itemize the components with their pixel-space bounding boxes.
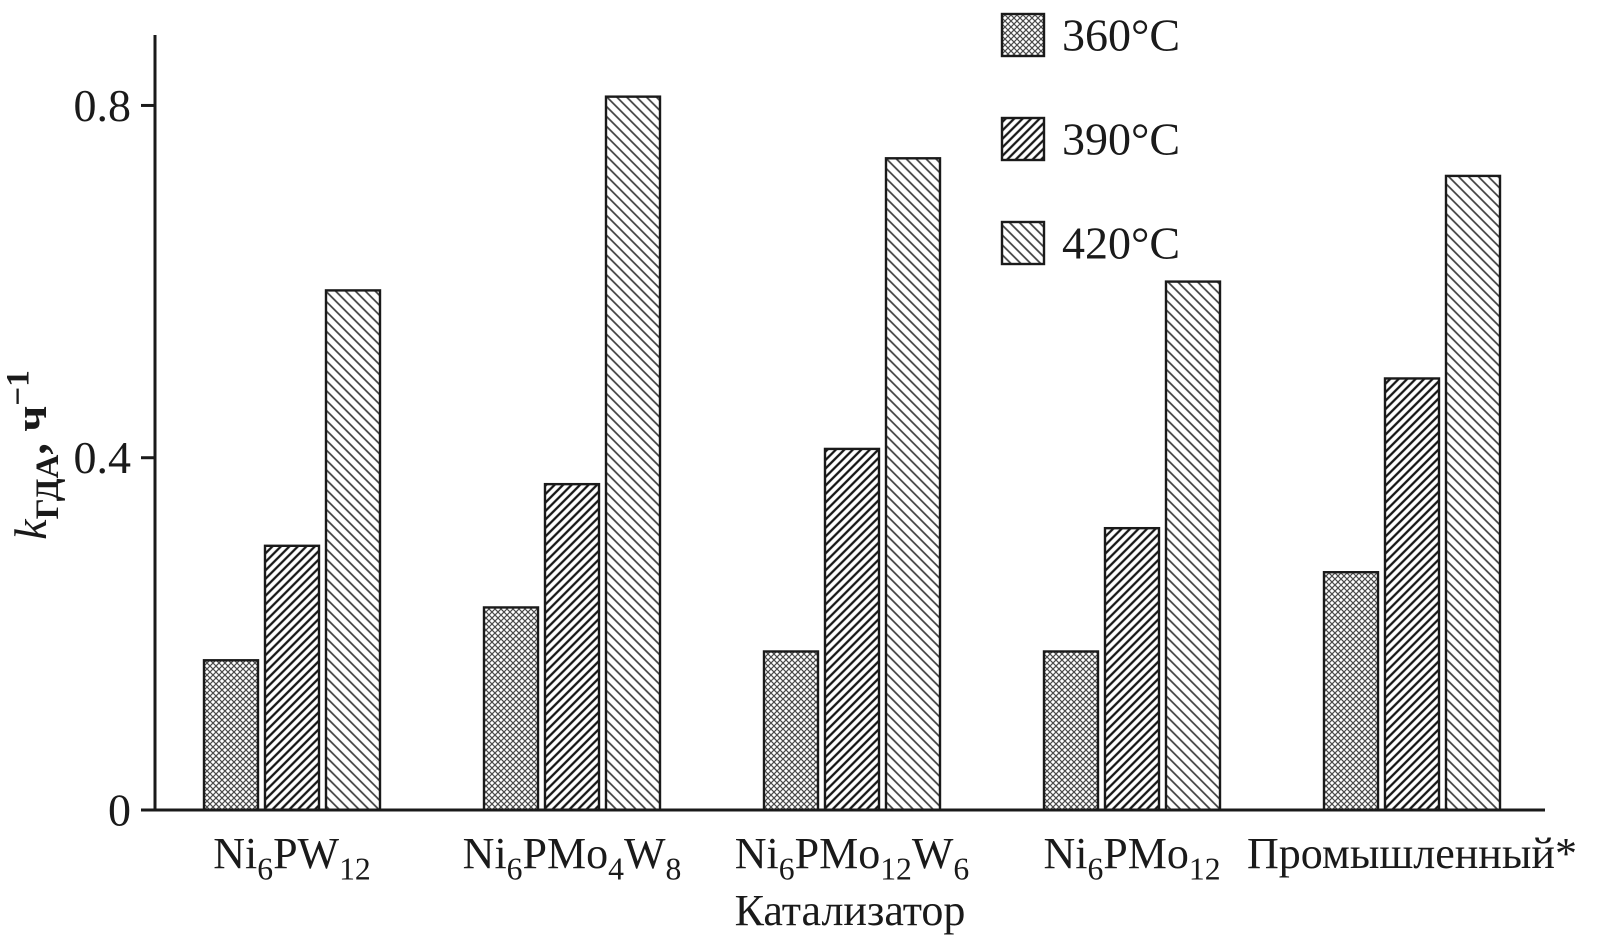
legend-swatch-diagonal-up-icon	[1000, 116, 1046, 162]
bar-Ni₆PMo₁₂W₆-420°C	[884, 157, 942, 812]
bar-Ni₆PMo₁₂-390°C	[1103, 526, 1161, 812]
bar-Ni₆PMo₄W₈-360°C	[482, 606, 540, 812]
legend-label: 390°C	[1062, 114, 1180, 165]
x-category-label: Ni6PMo4W8	[463, 829, 682, 886]
legend-label: 420°C	[1062, 218, 1180, 269]
x-category-label: Ni6PMo12	[1043, 829, 1220, 886]
bar-Ni₆PMo₄W₈-390°C	[543, 482, 601, 812]
bar-Ni₆PW₁₂-420°C	[324, 289, 382, 812]
y-axis-title: kГДА, ч−1	[0, 370, 66, 540]
bar-Промышленный*-360°C	[1322, 571, 1380, 812]
legend-swatch-crosshatch-icon	[1000, 12, 1046, 58]
bar-Ni₆PW₁₂-360°C	[202, 659, 260, 812]
bar-Промышленный*-420°C	[1444, 174, 1502, 812]
legend-item-420°C: 420°C	[1000, 218, 1180, 269]
legend-label: 360°C	[1062, 10, 1180, 61]
bar-Ni₆PMo₁₂W₆-390°C	[823, 447, 881, 812]
legend-item-360°C: 360°C	[1000, 10, 1180, 61]
bar-Ni₆PMo₁₂-420°C	[1164, 280, 1222, 812]
bar-Ni₆PMo₄W₈-420°C	[604, 95, 662, 812]
x-category-label: Ni6PMo12W6	[735, 829, 969, 886]
bar-Ni₆PW₁₂-390°C	[263, 544, 321, 812]
bar-Ni₆PMo₁₂-360°C	[1042, 650, 1100, 812]
legend-item-390°C: 390°C	[1000, 114, 1180, 165]
x-category-label: Промышленный*	[1247, 829, 1577, 878]
y-tick-label: 0.8	[74, 80, 132, 131]
bar-Промышленный*-390°C	[1383, 377, 1441, 812]
x-axis-title: Катализатор	[735, 886, 966, 935]
y-tick-label: 0.4	[74, 432, 132, 483]
legend-swatch-diagonal-down-icon	[1000, 220, 1046, 266]
bar-Ni₆PMo₁₂W₆-360°C	[762, 650, 820, 812]
x-category-label: Ni6PW12	[213, 829, 371, 886]
y-tick-label: 0	[108, 785, 131, 836]
